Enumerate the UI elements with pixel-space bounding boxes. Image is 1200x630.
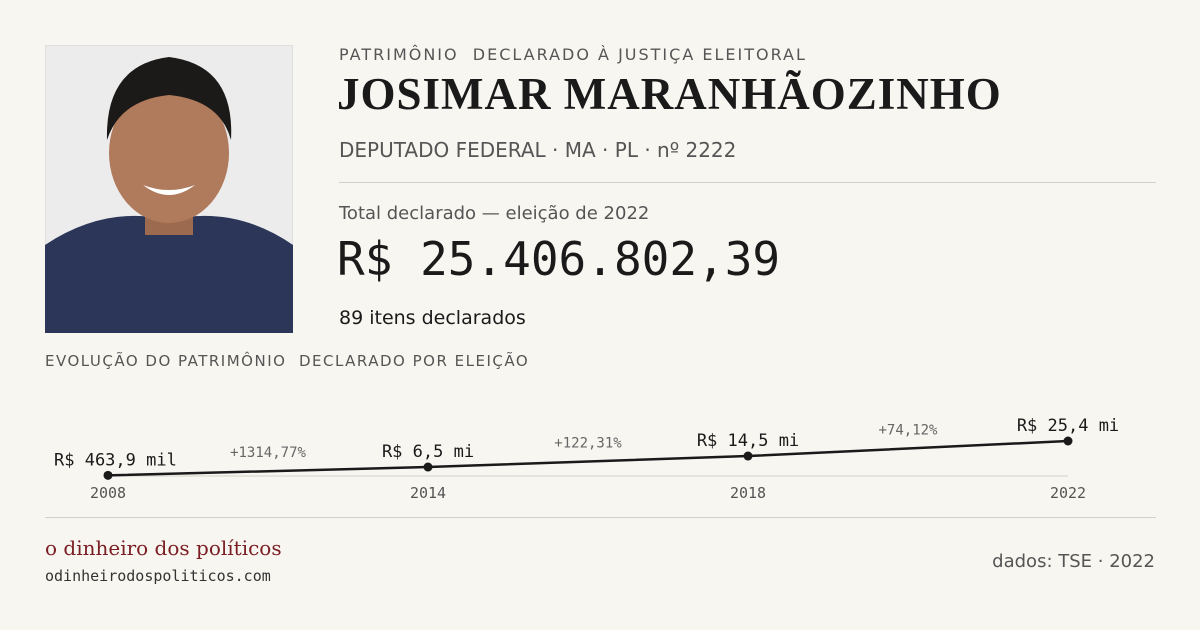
source: dados: TSE · 2022 [992, 551, 1155, 572]
x-tick-label: 2022 [1050, 484, 1086, 502]
total-label: Total declarado — eleição de 2022 [339, 203, 650, 224]
value-label: R$ 6,5 mi [382, 442, 474, 462]
change-label: +122,31% [554, 436, 622, 452]
chart: 2008 2014 2018 2022 R$ 463,9 mil R$ 6,5 mi R$ … [54, 416, 1119, 502]
url: odinheirodospoliticos.com [45, 567, 271, 585]
point [1063, 436, 1073, 446]
value-label: R$ 14,5 mi [697, 431, 799, 451]
kicker: PATRIMÔNIO DECLARADO À JUSTIÇA ELEITORAL [339, 45, 807, 64]
x-tick-label: 2008 [90, 484, 126, 502]
change-label: +74,12% [878, 423, 938, 439]
divider [339, 182, 1156, 183]
point [423, 462, 433, 472]
x-tick-label: 2018 [730, 484, 766, 502]
change-label: +1314,77% [230, 445, 306, 461]
items-count: 89 itens declarados [339, 307, 526, 329]
x-tick-label: 2014 [410, 484, 446, 502]
total-amount: R$ 25.406.802,39 [337, 232, 781, 286]
chart-title: EVOLUÇÃO DO PATRIMÔNIO DECLARADO POR ELE… [45, 352, 530, 370]
point [743, 451, 753, 461]
divider [45, 517, 1156, 518]
value-label: R$ 25,4 mi [1017, 416, 1119, 436]
brand: o dinheiro dos políticos [45, 536, 282, 560]
politician-name: JOSIMAR MARANHÃOZINHO [337, 69, 1002, 119]
value-label: R$ 463,9 mil [54, 450, 177, 470]
point [103, 470, 113, 480]
line [107, 439, 1069, 477]
photo [45, 45, 293, 333]
role: DEPUTADO FEDERAL · MA · PL · nº 2222 [339, 138, 737, 162]
